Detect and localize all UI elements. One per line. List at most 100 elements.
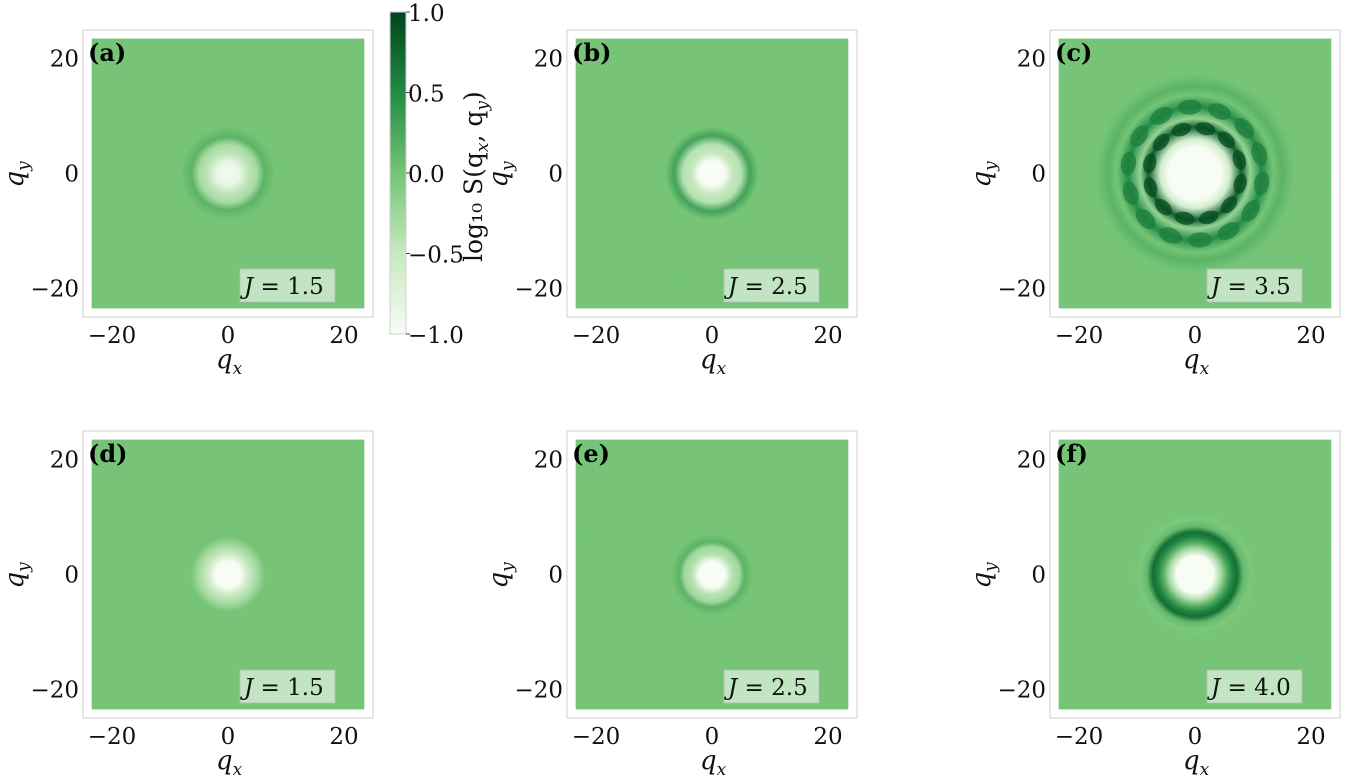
y-tick-label: 20 — [50, 47, 79, 73]
bragg-spot — [1120, 151, 1137, 176]
y-tick-label: 0 — [548, 563, 563, 589]
structure-factor-rings — [190, 536, 266, 613]
x-tick-label: 0 — [221, 323, 236, 349]
j-value-label: J = 2.5 — [724, 274, 808, 300]
x-tick-label: 20 — [813, 323, 842, 349]
colorbar-scale — [389, 11, 407, 335]
y-tick-label: 0 — [64, 563, 79, 589]
y-tick-label: 0 — [1031, 563, 1046, 589]
bragg-spot — [1253, 171, 1270, 196]
bragg-spot — [1198, 210, 1219, 225]
bragg-spot — [1217, 222, 1240, 241]
bragg-spot — [1220, 196, 1238, 214]
y-tick-label: −20 — [30, 677, 79, 703]
x-tick-label: −20 — [572, 724, 621, 750]
bragg-spot — [1233, 173, 1247, 194]
y-tick-label: −20 — [30, 276, 79, 302]
x-tick-label: −20 — [1055, 323, 1104, 349]
j-value-box: J = 2.5 — [723, 669, 820, 704]
x-axis-label: qx — [1183, 746, 1210, 776]
y-tick-label: −20 — [514, 677, 563, 703]
panel-label: (a) — [88, 38, 126, 67]
x-tick-label: −20 — [88, 724, 137, 750]
bragg-spot — [1154, 198, 1173, 216]
x-axis-label: qx — [700, 746, 727, 776]
j-value-box: J = 2.5 — [723, 268, 820, 303]
x-tick-label: 0 — [705, 724, 720, 750]
bragg-spot — [1122, 181, 1139, 205]
j-value-label: J = 1.5 — [240, 274, 324, 300]
y-tick-label: 20 — [534, 47, 563, 73]
x-tick-label: 20 — [329, 323, 358, 349]
y-tick-label: 0 — [1031, 162, 1046, 188]
y-axis-label: qy — [484, 161, 518, 188]
panel-label: (d) — [88, 439, 128, 468]
y-tick-label: 0 — [64, 162, 79, 188]
j-value-label: J = 1.5 — [240, 675, 324, 701]
colorbar-tick-label: 0.0 — [408, 162, 445, 188]
colorbar-label: log₁₀ S(qx, qy) — [459, 91, 493, 262]
j-value-box: J = 1.5 — [239, 268, 336, 303]
j-value-label: J = 4.0 — [1207, 675, 1291, 701]
x-tick-label: 0 — [1188, 323, 1203, 349]
structure-factor-rings — [1131, 510, 1259, 639]
panel-label: (e) — [572, 439, 610, 468]
bragg-spot — [1251, 142, 1268, 166]
structure-factor-rings — [181, 127, 275, 220]
bragg-spot — [1152, 133, 1170, 151]
panel-e: (e) J = 2.5 −20 0 20 20 0 −20 qx qy — [484, 430, 858, 776]
x-tick-label: 0 — [1188, 724, 1203, 750]
bragg-spot — [1143, 153, 1157, 174]
j-value-box: J = 1.5 — [239, 669, 336, 704]
panel-d: (d) J = 1.5 −20 0 20 20 0 −20 qx qy — [0, 430, 374, 776]
bragg-spot — [1135, 208, 1156, 230]
panel-label: (f) — [1055, 439, 1088, 468]
x-axis-label: qx — [216, 345, 243, 379]
panel-c: (c) J = 3.5 −20 0 20 20 0 −20 qx qy — [967, 29, 1341, 379]
j-value-box: J = 4.0 — [1206, 669, 1303, 704]
x-tick-label: 20 — [329, 724, 358, 750]
bragg-spot — [1158, 227, 1183, 244]
y-tick-label: −20 — [997, 276, 1046, 302]
x-tick-label: 20 — [813, 724, 842, 750]
panel-label: (c) — [1055, 38, 1092, 67]
panel-f: (f) J = 4.0 −20 0 20 20 0 −20 qx qy — [967, 430, 1341, 776]
colorbar: 1.0 0.5 0.0 −0.5 −1.0 log₁₀ S(qx, qy) — [389, 1, 493, 349]
x-tick-label: −20 — [572, 323, 621, 349]
panel-label: (b) — [572, 38, 612, 67]
y-tick-label: 20 — [1017, 47, 1046, 73]
y-axis-label: qy — [0, 562, 34, 589]
bragg-spot — [1174, 211, 1195, 225]
bragg-spot — [1171, 122, 1192, 137]
x-tick-label: 20 — [1296, 323, 1325, 349]
j-value-box: J = 3.5 — [1206, 268, 1303, 303]
x-axis-label: qx — [216, 746, 243, 776]
bragg-spot — [1188, 232, 1213, 248]
x-axis-label: qx — [1183, 345, 1210, 379]
bragg-spot — [1195, 122, 1216, 136]
y-tick-label: 0 — [548, 162, 563, 188]
y-tick-label: −20 — [514, 276, 563, 302]
y-tick-label: 20 — [50, 448, 79, 474]
bragg-spot — [1207, 103, 1232, 120]
panel-a: (a) J = 1.5 −20 0 20 20 0 −20 qx qy — [0, 29, 374, 379]
x-tick-label: 0 — [221, 724, 236, 750]
y-tick-label: 20 — [534, 448, 563, 474]
panel-b: (b) J = 2.5 −20 0 20 20 0 −20 qx qy — [484, 29, 858, 379]
j-value-label: J = 2.5 — [724, 675, 808, 701]
bragg-spot — [1234, 117, 1255, 139]
y-tick-label: 20 — [1017, 448, 1046, 474]
x-tick-label: 20 — [1296, 724, 1325, 750]
colorbar-tick-label: −0.5 — [408, 243, 464, 269]
structure-factor-rings — [665, 127, 759, 220]
bragg-spot — [1150, 106, 1173, 125]
bragg-spot — [1241, 200, 1260, 222]
x-tick-label: −20 — [1055, 724, 1104, 750]
y-axis-label: qy — [967, 161, 1001, 188]
bragg-spot — [1143, 177, 1158, 198]
j-value-label: J = 3.5 — [1207, 274, 1291, 300]
bragg-spot — [1217, 131, 1236, 149]
bragg-spot — [1130, 125, 1149, 147]
x-axis-label: qx — [700, 345, 727, 379]
